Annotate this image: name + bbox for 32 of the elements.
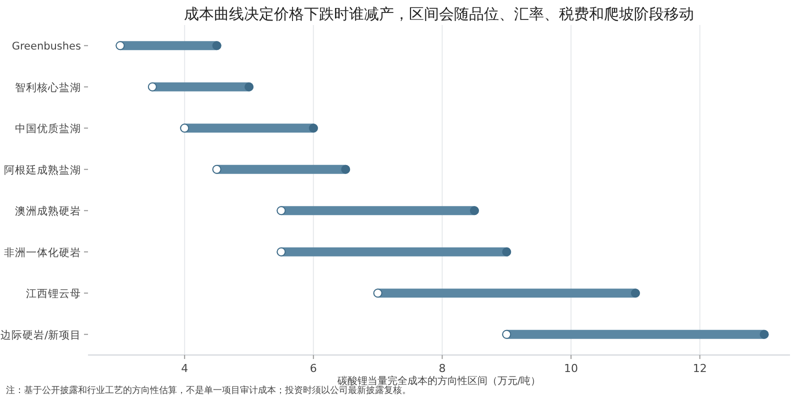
point: [470, 206, 479, 216]
point: [502, 330, 512, 339]
point: [760, 330, 769, 339]
point: [244, 82, 254, 92]
point: [373, 288, 382, 298]
point: [180, 124, 190, 133]
y-tick-label: 澳洲成熟硬岩: [15, 204, 81, 218]
y-tick-label: 智利核心盐湖: [15, 80, 81, 94]
point: [212, 164, 222, 174]
point: [502, 247, 512, 256]
y-tick-label: 江西锂云母: [26, 288, 81, 300]
y-tick-label: Greenbushes: [12, 40, 81, 53]
point: [212, 41, 222, 50]
point: [276, 247, 286, 256]
y-tick-label: 边际硬岩/新项目: [0, 328, 81, 342]
text: 注：基于公开披露和行业工艺的方向性估算，不是单一项目审计成本；投资时须以公司最新披露复核。: [6, 385, 411, 396]
x-tick-label: 6: [310, 362, 317, 375]
y-tick-label: 非洲一体化硬岩: [4, 246, 81, 259]
point: [630, 288, 640, 298]
x-tick-label: 4: [181, 362, 188, 375]
y-tick-label: 阿根廷成熟盐湖: [4, 163, 81, 176]
x-tick-label: 12: [692, 362, 707, 375]
y-tick-label: 中国优质盐湖: [15, 122, 81, 136]
x-axis-title: 碳酸锂当量完全成本的方向性区间（万元/吨）: [336, 375, 541, 387]
x-tick-label: 10: [564, 362, 578, 375]
point: [148, 82, 157, 92]
point: [276, 206, 286, 216]
point: [341, 164, 350, 174]
point: [308, 124, 318, 133]
point: [116, 41, 125, 50]
x-tick-label: 8: [438, 362, 446, 375]
chart-title: 成本曲线决定价格下跌时谁减产，区间会随品位、汇率、税费和爬坡阶段移动: [184, 5, 694, 23]
